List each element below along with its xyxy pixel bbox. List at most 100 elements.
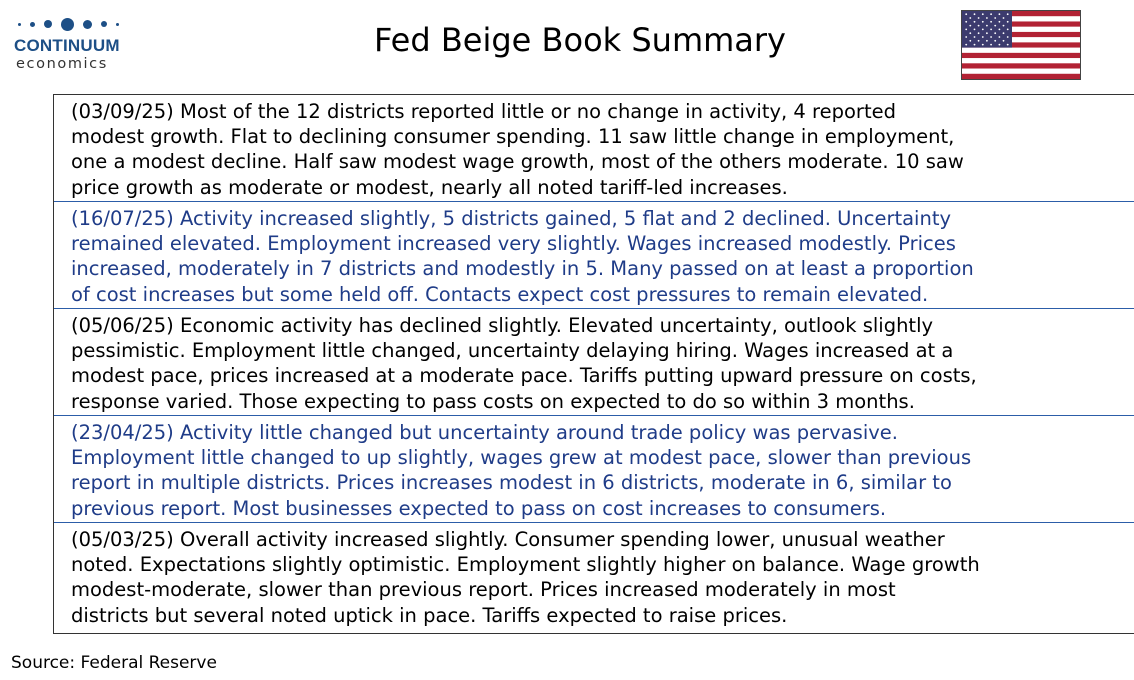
flag-star: [986, 17, 988, 19]
beige-book-summary-table: (03/09/25) Most of the 12 districts repo…: [53, 94, 1134, 634]
summary-line: (03/09/25) Most of the 12 districts repo…: [71, 100, 896, 123]
flag-star: [977, 24, 980, 27]
flag-stripe: [962, 21, 1080, 27]
logo-dot: [30, 21, 35, 27]
summary-line: districts but several noted uptick in pa…: [71, 603, 788, 627]
flag-star: [977, 32, 980, 35]
summary-line: of cost increases but some held off. Con…: [71, 282, 929, 306]
summary-line: modest growth. Flat to declining consume…: [71, 125, 955, 149]
flag-star: [965, 36, 968, 38]
flag-star: [981, 20, 984, 23]
row-divider: [54, 522, 1134, 523]
summary-line: previous report. Most businesses expecte…: [71, 496, 887, 520]
summary-entry: (23/04/25) Activity little changed but u…: [54, 420, 1134, 521]
page-title: Fed Beige Book Summary: [374, 21, 786, 59]
flag-star: [969, 24, 972, 27]
summary-entry: (05/03/25) Overall activity increased sl…: [54, 527, 1134, 628]
flag-star: [998, 43, 1001, 46]
summary-line: increased, moderately in 7 districts and…: [71, 257, 974, 281]
flag-star: [977, 17, 980, 19]
flag-star: [1002, 39, 1005, 42]
flag-star: [998, 20, 1001, 23]
flag-star: [981, 36, 984, 38]
flag-star: [1002, 24, 1005, 27]
flag-star: [969, 32, 972, 35]
continuum-logo: CONTINUUM economics: [14, 14, 134, 76]
summary-line: remained elevated. Employment increased …: [71, 232, 956, 256]
flag-stripe: [962, 11, 1080, 17]
flag-star: [1006, 36, 1009, 38]
flag-star: [990, 13, 992, 16]
logo-name: CONTINUUM: [14, 36, 120, 55]
summary-line: report in multiple districts. Prices inc…: [71, 471, 952, 495]
flag-star: [1006, 20, 1009, 23]
logo-dot: [44, 20, 52, 28]
flag-stripe: [962, 58, 1080, 64]
logo-subtitle: economics: [16, 56, 108, 72]
us-flag-icon: [961, 10, 1081, 80]
flag-star: [1002, 32, 1005, 35]
flag-stripe: [962, 16, 1080, 22]
flag-star: [1006, 28, 1009, 31]
flag-stripe: [962, 52, 1080, 59]
flag-star: [990, 20, 992, 23]
logo-dot: [61, 17, 74, 31]
summary-line: (16/07/25) Activity increased slightly, …: [71, 207, 952, 230]
flag-star: [965, 20, 968, 23]
flag-star: [994, 39, 997, 42]
flag-star: [981, 28, 984, 31]
flag-star: [965, 43, 968, 46]
summary-line: (05/03/25) Overall activity increased sl…: [71, 528, 945, 551]
flag-star: [998, 28, 1001, 31]
flag-star: [981, 13, 984, 16]
flag-stripe: [962, 42, 1080, 48]
flag-star: [973, 20, 976, 23]
summary-line: (05/06/25) Economic activity has decline…: [71, 314, 934, 337]
summary-line: noted. Expectations slightly optimistic.…: [71, 553, 980, 577]
source-note: Source: Federal Reserve: [11, 653, 217, 673]
summary-line: one a modest decline. Half saw modest wa…: [71, 150, 964, 174]
summary-line: modest pace, prices increased at a moder…: [71, 364, 977, 388]
logo-dots: [18, 14, 134, 34]
flag-stripe: [962, 37, 1080, 43]
summary-line: pessimistic. Employment little changed, …: [71, 339, 954, 363]
flag-star: [990, 43, 992, 46]
flag-star: [998, 36, 1001, 38]
row-divider: [54, 308, 1134, 309]
flag-star: [986, 32, 988, 35]
flag-stripe: [962, 47, 1080, 54]
flag-stripe: [962, 26, 1080, 33]
flag-star: [994, 24, 997, 27]
flag-star: [990, 28, 992, 31]
flag-star: [969, 39, 972, 42]
summary-entry: (03/09/25) Most of the 12 districts repo…: [54, 99, 1134, 200]
flag-star: [1006, 43, 1009, 46]
summary-line: (23/04/25) Activity little changed but u…: [71, 421, 898, 444]
flag-star: [1002, 17, 1005, 19]
flag-star: [994, 17, 997, 19]
summary-line: modest-moderate, slower than previous re…: [71, 578, 896, 602]
flag-star: [990, 36, 992, 38]
row-divider: [54, 201, 1134, 202]
flag-star: [977, 39, 980, 42]
flag-stripe: [962, 63, 1080, 69]
logo-dot: [83, 19, 92, 29]
row-divider: [54, 415, 1134, 416]
flag-star: [986, 24, 988, 27]
summary-line: Employment little changed to up slightly…: [71, 446, 972, 470]
flag-star: [965, 13, 968, 16]
flag-star: [965, 28, 968, 31]
summary-line: price growth as moderate or modest, near…: [71, 175, 788, 199]
flag-stripe: [962, 31, 1080, 38]
flag-star: [981, 43, 984, 46]
us-flag-graphic: [962, 11, 1080, 80]
flag-star: [969, 17, 972, 19]
flag-stripe: [962, 68, 1080, 74]
logo-dot: [18, 22, 21, 26]
flag-star: [973, 13, 976, 16]
flag-star: [973, 28, 976, 31]
flag-star: [994, 32, 997, 35]
flag-star: [973, 43, 976, 46]
flag-stripe: [962, 73, 1080, 80]
logo-dot: [101, 21, 107, 27]
